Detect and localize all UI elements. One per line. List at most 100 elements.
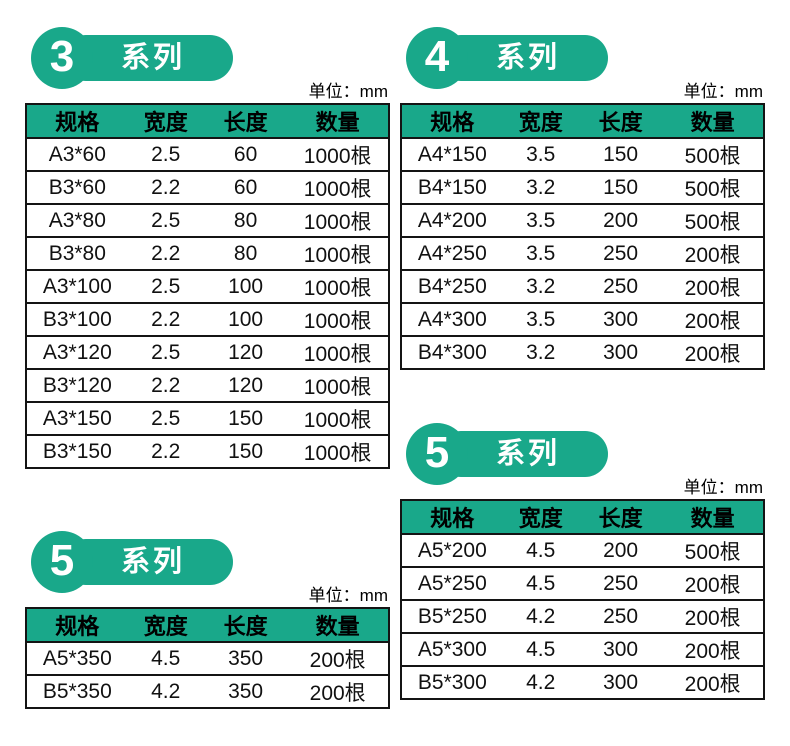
table-cell: 150 [203,434,288,469]
table-body: A3*60 2.5 60 1000根 B3*60 2.2 60 1000根 A3*80 2.5 80… [25,137,390,469]
section-series-4: 系列 4 单位：mm 规格 宽度 长度 数量 A4*150 3.5 150 500根 B… [400,22,765,394]
badge-circle: 4 [406,27,468,89]
series-label: 系列 [496,438,561,470]
table-cell: 1000根 [287,434,390,469]
table-header-row: 规格 宽度 长度 数量 [25,103,390,139]
badge-circle: 5 [406,423,468,485]
col-header-qty: 数量 [287,103,390,139]
table-cell: 2.5 [127,335,204,370]
table-row: B3*100 2.2 100 1000根 [25,302,390,337]
badge-circle: 5 [31,531,93,593]
table-header-row: 规格 宽度 长度 数量 [400,499,765,535]
series-number: 3 [49,32,75,81]
series-5-badge: 系列 5 [31,531,253,593]
table-cell: 3.5 [502,236,579,271]
table-cell: B5*350 [25,674,128,709]
table-row: B3*150 2.2 150 1000根 [25,434,390,469]
table-cell: 4.2 [502,599,579,634]
series-5-left-table: 规格 宽度 长度 数量 A5*350 4.5 350 200根 B5*350 4.2 350… [25,607,390,709]
unit-label: 单位：mm [683,82,763,101]
table-body: A5*200 4.5 200 500根 A5*250 4.5 250 200根 B5*250 4.… [400,533,765,700]
table-row: B3*80 2.2 80 1000根 [25,236,390,271]
table-cell: B5*250 [400,599,503,634]
table-cell: A5*300 [400,632,503,667]
col-header-width: 宽度 [127,607,204,643]
section-series-5-right: 系列 5 单位：mm 规格 宽度 长度 数量 A5*200 4.5 200 500根 A… [400,418,765,720]
table-cell: 1000根 [287,269,390,304]
series-number: 5 [49,536,75,585]
table-cell: 2.2 [127,236,204,271]
table-cell: B3*60 [25,170,128,205]
table-cell: 3.5 [502,302,579,337]
table-cell: A5*250 [400,566,503,601]
table-cell: 200 [578,203,663,238]
table-row: B4*300 3.2 300 200根 [400,335,765,370]
col-header-width: 宽度 [502,499,579,535]
table-cell: 4.5 [502,533,579,568]
series-3-table: 规格 宽度 长度 数量 A3*60 2.5 60 1000根 B3*60 2.2 60 100… [25,103,390,469]
col-header-spec: 规格 [25,607,128,643]
table-cell: 200 [578,533,663,568]
table-row: A3*120 2.5 120 1000根 [25,335,390,370]
table-cell: B3*100 [25,302,128,337]
table-header-row: 规格 宽度 长度 数量 [400,103,765,139]
table-row: A5*300 4.5 300 200根 [400,632,765,667]
series-number: 5 [424,428,450,477]
series-3-badge: 系列 3 [31,27,253,89]
table-cell: 3.2 [502,335,579,370]
table-cell: 80 [203,203,288,238]
table-cell: 200根 [287,641,390,676]
table-cell: 200根 [662,335,765,370]
col-header-qty: 数量 [662,499,765,535]
table-cell: 120 [203,335,288,370]
section-series-3: 系列 3 单位：mm 规格 宽度 长度 数量 A3*60 2.5 60 1000根 B3… [25,22,390,502]
table-cell: 100 [203,269,288,304]
badge-pill: 系列 [63,539,233,585]
table-cell: 3.2 [502,170,579,205]
table-cell: 250 [578,236,663,271]
table-cell: 3.5 [502,137,579,172]
table-row: A4*150 3.5 150 500根 [400,137,765,172]
series-label: 系列 [496,42,561,74]
table-cell: 2.2 [127,434,204,469]
table-cell: A4*300 [400,302,503,337]
table-cell: A3*150 [25,401,128,436]
table-cell: 4.2 [502,665,579,700]
table-cell: 200根 [287,674,390,709]
table-row: A4*250 3.5 250 200根 [400,236,765,271]
table-cell: 200根 [662,236,765,271]
table-cell: 100 [203,302,288,337]
table-cell: A3*80 [25,203,128,238]
table-cell: 150 [203,401,288,436]
table-cell: 1000根 [287,170,390,205]
table-row: A3*80 2.5 80 1000根 [25,203,390,238]
col-header-width: 宽度 [127,103,204,139]
table-cell: 150 [578,170,663,205]
table-cell: 3.5 [502,203,579,238]
table-row: A3*60 2.5 60 1000根 [25,137,390,172]
table-row: A5*200 4.5 200 500根 [400,533,765,568]
table-cell: 300 [578,665,663,700]
series-4-table: 规格 宽度 长度 数量 A4*150 3.5 150 500根 B4*150 3.2 150… [400,103,765,370]
table-cell: 1000根 [287,302,390,337]
table-cell: B4*300 [400,335,503,370]
table-cell: 500根 [662,533,765,568]
table-cell: A3*100 [25,269,128,304]
table-cell: 60 [203,170,288,205]
series-label: 系列 [121,42,186,74]
table-cell: 200根 [662,599,765,634]
table-header-row: 规格 宽度 长度 数量 [25,607,390,643]
table-cell: 1000根 [287,368,390,403]
table-cell: A3*60 [25,137,128,172]
table-cell: B3*150 [25,434,128,469]
table-row: B5*350 4.2 350 200根 [25,674,390,709]
col-header-width: 宽度 [502,103,579,139]
col-header-length: 长度 [578,103,663,139]
table-row: B4*250 3.2 250 200根 [400,269,765,304]
table-cell: 2.2 [127,368,204,403]
col-header-length: 长度 [578,499,663,535]
col-header-qty: 数量 [287,607,390,643]
table-cell: 500根 [662,137,765,172]
table-cell: 4.5 [502,566,579,601]
table-cell: A4*200 [400,203,503,238]
